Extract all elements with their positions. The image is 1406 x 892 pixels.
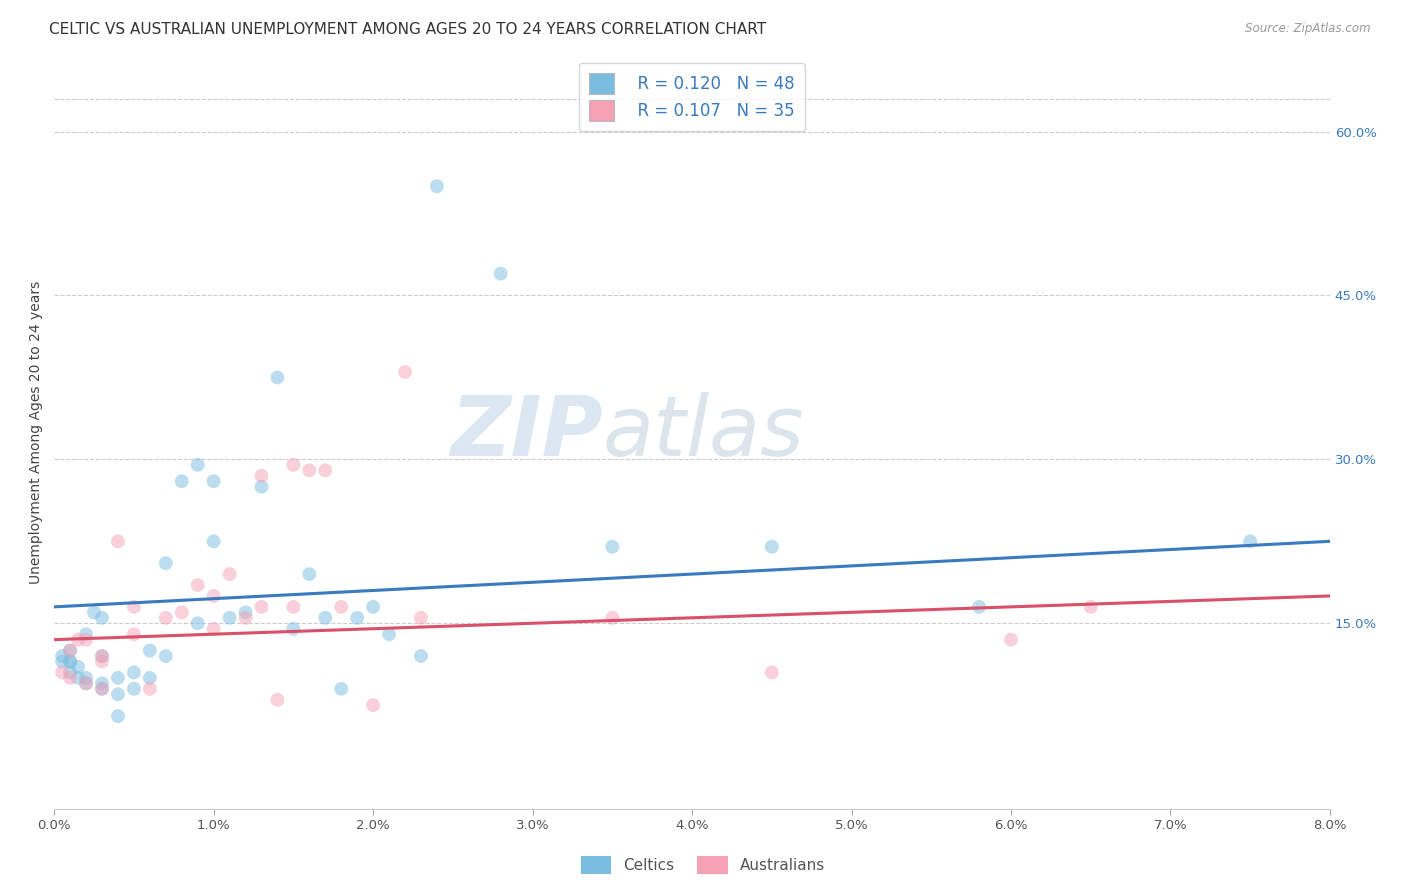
Point — [67, 660, 90, 674]
Point — [155, 611, 177, 625]
Point — [361, 599, 384, 614]
Point — [139, 681, 162, 696]
Point — [155, 648, 177, 663]
Point — [489, 267, 512, 281]
Point — [409, 611, 432, 625]
Legend: Celtics, Australians: Celtics, Australians — [575, 850, 831, 880]
Point — [409, 648, 432, 663]
Point — [283, 599, 305, 614]
Point — [266, 692, 288, 706]
Point — [1000, 632, 1022, 647]
Point — [139, 643, 162, 657]
Point — [91, 681, 114, 696]
Point — [67, 671, 90, 685]
Point — [59, 655, 82, 669]
Point — [91, 655, 114, 669]
Point — [298, 567, 321, 582]
Point — [202, 534, 225, 549]
Point — [761, 540, 783, 554]
Point — [602, 611, 624, 625]
Point — [139, 671, 162, 685]
Point — [202, 474, 225, 488]
Point — [83, 605, 105, 619]
Point — [967, 599, 990, 614]
Text: Source: ZipAtlas.com: Source: ZipAtlas.com — [1246, 22, 1371, 36]
Point — [314, 611, 336, 625]
Point — [91, 611, 114, 625]
Point — [107, 671, 129, 685]
Point — [75, 671, 97, 685]
Point — [314, 463, 336, 477]
Point — [51, 655, 73, 669]
Point — [283, 622, 305, 636]
Point — [250, 480, 273, 494]
Y-axis label: Unemployment Among Ages 20 to 24 years: Unemployment Among Ages 20 to 24 years — [30, 280, 44, 583]
Point — [250, 468, 273, 483]
Point — [202, 622, 225, 636]
Text: atlas: atlas — [603, 392, 804, 473]
Point — [51, 648, 73, 663]
Point — [91, 676, 114, 690]
Point — [330, 599, 353, 614]
Point — [91, 681, 114, 696]
Point — [1239, 534, 1261, 549]
Point — [59, 655, 82, 669]
Point — [59, 665, 82, 680]
Point — [378, 627, 401, 641]
Point — [602, 540, 624, 554]
Point — [122, 627, 145, 641]
Point — [107, 709, 129, 723]
Text: ZIP: ZIP — [450, 392, 603, 473]
Point — [202, 589, 225, 603]
Point — [59, 643, 82, 657]
Point — [67, 632, 90, 647]
Point — [122, 665, 145, 680]
Point — [235, 611, 257, 625]
Point — [59, 671, 82, 685]
Point — [59, 643, 82, 657]
Point — [187, 578, 209, 592]
Point — [91, 648, 114, 663]
Point — [346, 611, 368, 625]
Point — [75, 676, 97, 690]
Point — [1080, 599, 1102, 614]
Point — [298, 463, 321, 477]
Point — [187, 458, 209, 472]
Point — [218, 567, 240, 582]
Point — [91, 648, 114, 663]
Point — [155, 556, 177, 570]
Point — [394, 365, 416, 379]
Point — [235, 605, 257, 619]
Point — [170, 474, 193, 488]
Point — [107, 534, 129, 549]
Point — [75, 632, 97, 647]
Point — [75, 676, 97, 690]
Point — [75, 627, 97, 641]
Point — [426, 179, 449, 194]
Point — [361, 698, 384, 713]
Point — [187, 616, 209, 631]
Point — [122, 599, 145, 614]
Point — [283, 458, 305, 472]
Point — [250, 599, 273, 614]
Point — [330, 681, 353, 696]
Point — [107, 687, 129, 701]
Point — [761, 665, 783, 680]
Legend:   R = 0.120   N = 48,   R = 0.107   N = 35: R = 0.120 N = 48, R = 0.107 N = 35 — [579, 63, 806, 131]
Point — [218, 611, 240, 625]
Text: CELTIC VS AUSTRALIAN UNEMPLOYMENT AMONG AGES 20 TO 24 YEARS CORRELATION CHART: CELTIC VS AUSTRALIAN UNEMPLOYMENT AMONG … — [49, 22, 766, 37]
Point — [170, 605, 193, 619]
Point — [266, 370, 288, 384]
Point — [51, 665, 73, 680]
Point — [122, 681, 145, 696]
